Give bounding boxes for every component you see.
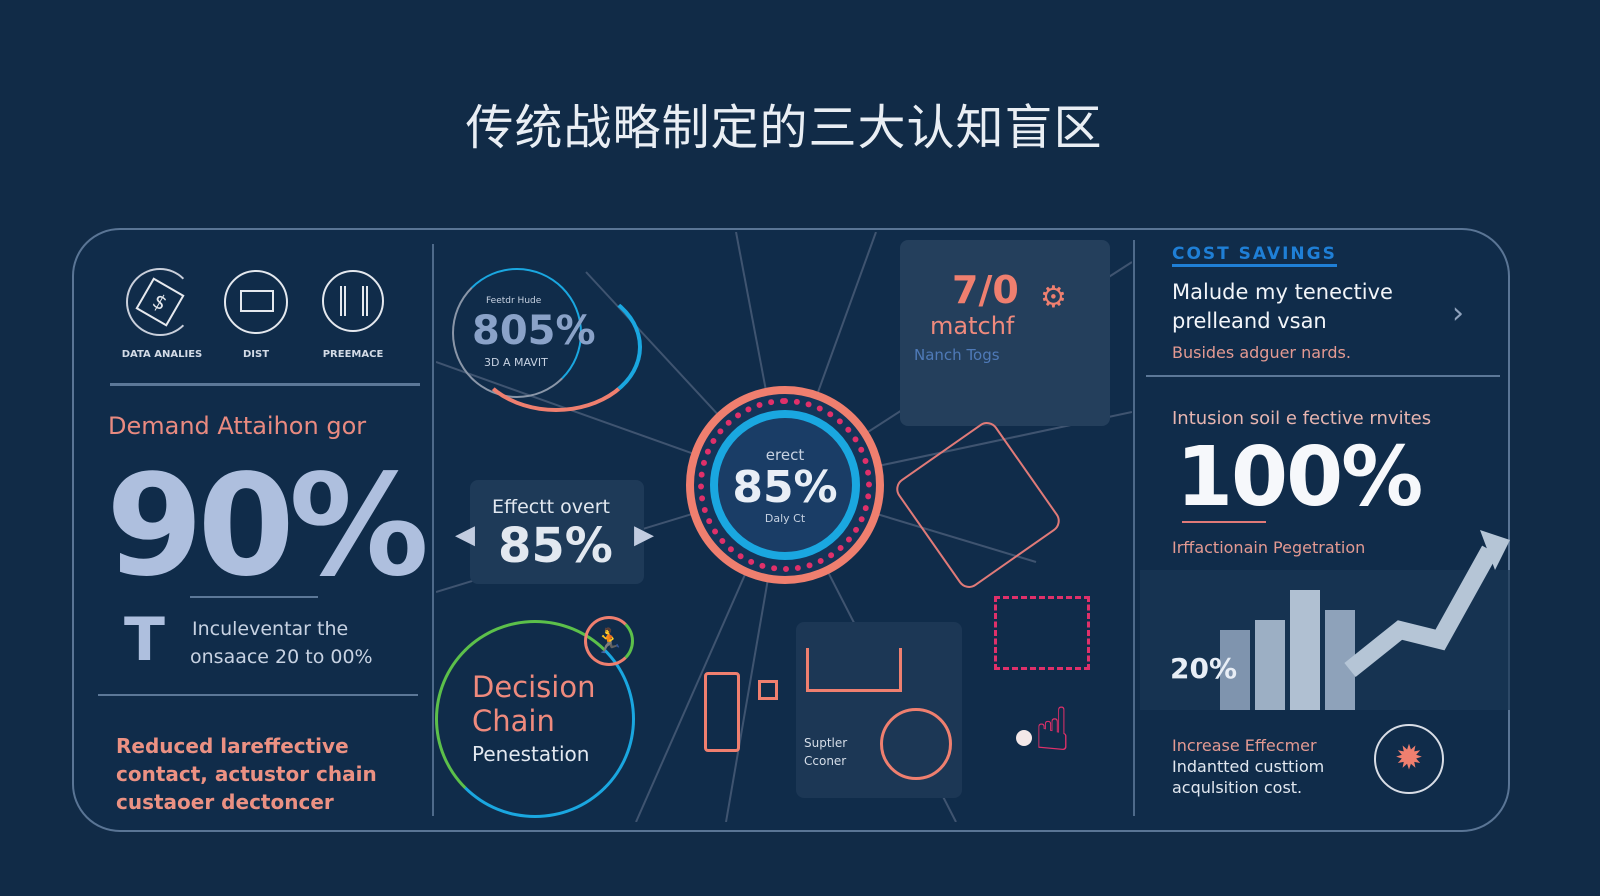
icon-label: PREEMACE — [322, 349, 384, 360]
match-card — [900, 240, 1110, 426]
right-heading: Malude my tenective — [1172, 280, 1393, 304]
ring-value: 805% — [472, 308, 596, 354]
decision-line3: Penestation — [472, 742, 590, 766]
growth-bar-arrow-icon — [1140, 530, 1510, 710]
document-circle-icon — [880, 708, 952, 780]
divider — [98, 694, 418, 696]
t-glyph-icon: T — [124, 605, 165, 675]
decision-line1: Decision — [472, 670, 596, 704]
dot-marker — [1016, 730, 1032, 746]
metric-label: Intusion soil e fective rnvites — [1172, 408, 1432, 429]
supplier-line2: Cconer — [804, 754, 847, 768]
effect-value: 85% — [498, 518, 613, 574]
chevron-left-icon[interactable]: ◀ — [455, 520, 475, 550]
gear-spiral-icon: ✹ — [1374, 724, 1444, 794]
left-note: Inculeventar the — [192, 618, 349, 640]
hub-outer-ring — [686, 386, 884, 584]
ring-label: Feetdr Hude — [486, 296, 542, 306]
icon-label: DIST — [242, 349, 270, 360]
right-heading: prelleand vsan — [1172, 309, 1327, 333]
hand-pointer-icon: ☝ — [1034, 695, 1071, 765]
chevron-right-icon[interactable]: › — [1452, 296, 1464, 331]
icon-label: DATA ANALIES — [121, 349, 203, 360]
square-icon — [758, 680, 778, 700]
running-person-icon: 🏃 — [584, 616, 634, 666]
metric-sub: Irffactionain Pegetration — [1172, 538, 1366, 557]
ring-sub: 3D A MAVIT — [484, 356, 548, 369]
left-big-value: 90% — [106, 445, 429, 608]
divider — [1133, 240, 1135, 816]
divider — [432, 244, 434, 816]
ring-arc — [470, 282, 642, 412]
right-footer: Increase Effecmer — [1172, 736, 1317, 755]
monitor-icon — [806, 648, 902, 692]
dollar-cycle-icon: $ — [126, 268, 194, 336]
divider — [1146, 375, 1500, 377]
match-value: 7/0 — [952, 268, 1019, 312]
match-sub: Nanch Togs — [914, 346, 1000, 364]
presentation-board-icon — [224, 270, 288, 334]
chat-check-icon — [994, 596, 1090, 670]
gear-icon: ⚙ — [1040, 280, 1067, 315]
page-title: 传统战略制定的三大认知盲区 — [465, 100, 1103, 156]
effect-label: Effectt overt — [492, 496, 610, 518]
section-label: COST SAVINGS — [1172, 244, 1337, 267]
effect-card — [470, 480, 644, 584]
chevron-right-icon[interactable]: ▶ — [634, 520, 654, 550]
right-big-value: 100% — [1176, 430, 1423, 525]
match-label: matchf — [930, 312, 1015, 340]
hub-label: erect — [765, 446, 805, 464]
divider — [110, 383, 420, 386]
decision-ring — [435, 620, 635, 818]
underline — [1182, 521, 1266, 523]
divider — [190, 596, 318, 598]
right-footer: Indantted custtiom — [1172, 757, 1325, 776]
bar-chart-icon — [322, 270, 384, 332]
hub-sub: Daly Ct — [764, 512, 806, 525]
supplier-line1: Suptler — [804, 736, 848, 750]
decision-line2: Chain — [472, 704, 555, 738]
right-footer: acqulsition cost. — [1172, 778, 1303, 797]
right-sub: Busides adguer nards. — [1172, 343, 1351, 362]
left-heading: Demand Attaihon gor — [108, 412, 367, 440]
phone-icon — [704, 672, 740, 752]
hub-value: 85% — [732, 462, 838, 513]
chart-value: 20% — [1170, 652, 1238, 685]
left-note: onsaace 20 to 00% — [190, 646, 373, 668]
left-footer: Reduced lareffective contact, actustor c… — [116, 734, 377, 814]
